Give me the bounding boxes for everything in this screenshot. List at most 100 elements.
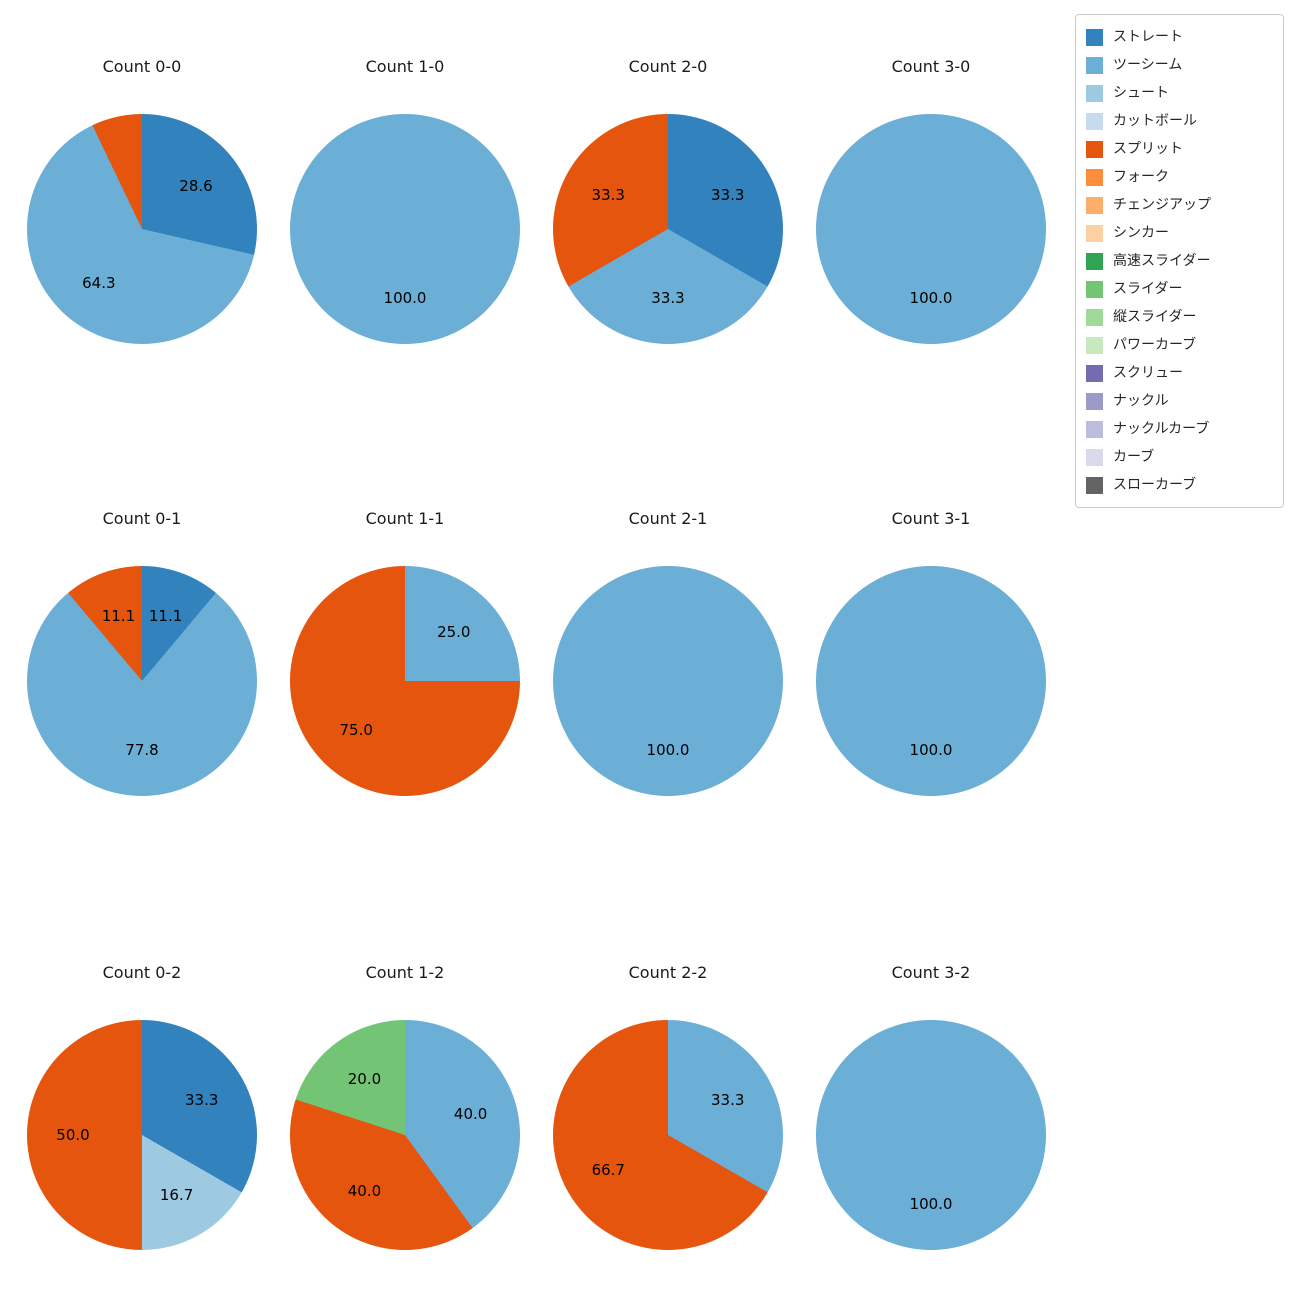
legend-label: スクリュー — [1113, 364, 1183, 381]
legend-label: チェンジアップ — [1113, 196, 1211, 213]
legend-swatch — [1086, 280, 1103, 298]
chart-title: Count 3-0 — [891, 57, 971, 76]
legend-swatch — [1086, 420, 1103, 438]
legend-swatch — [1086, 112, 1103, 130]
legend-label: カーブ — [1113, 448, 1155, 465]
pie-chart-count-1-1: Count 1-1 25.0 75.0 — [290, 509, 520, 796]
pie-chart-count-0-0: Count 0-0 28.6 64.3 — [27, 57, 257, 344]
legend-swatch — [1086, 448, 1103, 466]
legend-label: スローカーブ — [1113, 476, 1197, 493]
pie-percentage-label: 40.0 — [347, 1181, 382, 1200]
pie-percentage-label: 20.0 — [347, 1070, 382, 1089]
legend-label: カットボール — [1113, 112, 1197, 129]
legend-label: シンカー — [1113, 224, 1169, 241]
legend-swatch — [1086, 56, 1103, 74]
legend-label: スライダー — [1113, 280, 1183, 297]
pie: 100.0 — [553, 566, 783, 796]
legend-label: ストレート — [1113, 28, 1183, 45]
legend-item: スローカーブ — [1086, 471, 1273, 499]
pie-chart-count-1-2: Count 1-2 40.0 40.0 20.0 — [290, 963, 520, 1250]
pie: 40.0 40.0 20.0 — [290, 1020, 520, 1250]
legend-swatch — [1086, 84, 1103, 102]
legend-swatch — [1086, 392, 1103, 410]
legend: ストレートツーシームシュートカットボール スプリットフォークチェンジアップ シンカー… — [1075, 14, 1284, 508]
legend-label: ツーシーム — [1113, 56, 1183, 73]
legend-label: スプリット — [1113, 140, 1183, 157]
pie-chart-count-3-1: Count 3-1 100.0 — [816, 509, 1046, 796]
chart-title: Count 0-2 — [102, 963, 182, 982]
legend-item: スライダー — [1086, 275, 1273, 303]
legend-item: シュート — [1086, 79, 1273, 107]
chart-title: Count 2-2 — [628, 963, 708, 982]
legend-item: パワーカーブ — [1086, 331, 1273, 359]
legend-label: ナックルカーブ — [1113, 420, 1210, 437]
pie-percentage-label: 16.7 — [159, 1185, 194, 1204]
pie: 100.0 — [816, 1020, 1046, 1250]
pie-chart-count-3-2: Count 3-2 100.0 — [816, 963, 1046, 1250]
pie: 100.0 — [290, 114, 520, 344]
legend-item: スクリュー — [1086, 359, 1273, 387]
pie-percentage-label: 33.3 — [711, 1091, 745, 1110]
pie: 33.3 33.3 33.3 — [553, 114, 783, 344]
pie-percentage-label: 33.3 — [185, 1091, 219, 1110]
pie-percentage-label: 100.0 — [646, 741, 690, 759]
pie-percentage-label: 33.3 — [591, 185, 625, 204]
legend-item: カットボール — [1086, 107, 1273, 135]
legend-item: ツーシーム — [1086, 51, 1273, 79]
legend-swatch — [1086, 196, 1103, 214]
chart-title: Count 0-0 — [102, 57, 182, 76]
pie-chart-count-2-2: Count 2-2 33.3 66.7 — [553, 963, 783, 1250]
pie: 11.1 77.8 11.1 — [27, 566, 257, 796]
pie-percentage-label: 25.0 — [437, 623, 471, 642]
legend-item: スプリット — [1086, 135, 1273, 163]
pie-percentage-label: 100.0 — [909, 1195, 953, 1213]
pie: 33.3 66.7 — [553, 1020, 783, 1250]
pie-chart-count-3-0: Count 3-0 100.0 — [816, 57, 1046, 344]
legend-swatch — [1086, 224, 1103, 242]
pie-percentage-label: 100.0 — [383, 289, 427, 307]
pie-chart-count-1-0: Count 1-0 100.0 — [290, 57, 520, 344]
pie-percentage-label: 100.0 — [909, 289, 953, 307]
pie-percentage-label: 50.0 — [56, 1126, 90, 1144]
pie-percentage-label: 77.8 — [125, 741, 159, 759]
legend-swatch — [1086, 336, 1103, 354]
pie-chart-count-0-2: Count 0-2 33.3 16.7 50.0 — [27, 963, 257, 1250]
legend-swatch — [1086, 28, 1103, 46]
legend-item: ストレート — [1086, 23, 1273, 51]
pie: 100.0 — [816, 566, 1046, 796]
pie-chart-count-0-1: Count 0-1 11.1 77.8 11.1 — [27, 509, 257, 796]
legend-swatch — [1086, 476, 1103, 494]
legend-item: ナックルカーブ — [1086, 415, 1273, 443]
pie-percentage-label: 100.0 — [909, 741, 953, 759]
legend-label: 高速スライダー — [1113, 252, 1211, 269]
pie-percentage-label: 33.3 — [651, 289, 685, 307]
chart-title: Count 3-2 — [891, 963, 971, 982]
legend-item: カーブ — [1086, 443, 1273, 471]
legend-swatch — [1086, 140, 1103, 158]
pie-percentage-label: 40.0 — [453, 1104, 488, 1123]
legend-label: ナックル — [1113, 392, 1169, 409]
pie-percentage-label: 11.1 — [101, 607, 136, 626]
legend-item: チェンジアップ — [1086, 191, 1273, 219]
legend-label: 縦スライダー — [1113, 308, 1197, 325]
pie-chart-count-2-0: Count 2-0 33.3 33.3 33.3 — [553, 57, 783, 344]
chart-title: Count 2-0 — [628, 57, 708, 76]
legend-swatch — [1086, 364, 1103, 382]
legend-swatch — [1086, 252, 1103, 270]
legend-item: 縦スライダー — [1086, 303, 1273, 331]
legend-items: ストレートツーシームシュートカットボール スプリットフォークチェンジアップ シンカー… — [1086, 23, 1273, 499]
legend-swatch — [1086, 308, 1103, 326]
pie: 25.0 75.0 — [290, 566, 520, 796]
chart-title: Count 3-1 — [891, 509, 971, 528]
chart-title: Count 1-0 — [365, 57, 445, 76]
pie-percentage-label: 11.1 — [148, 607, 183, 626]
legend-label: フォーク — [1113, 168, 1169, 185]
legend-item: ナックル — [1086, 387, 1273, 415]
legend-item: フォーク — [1086, 163, 1273, 191]
chart-title: Count 2-1 — [628, 509, 708, 528]
legend-label: パワーカーブ — [1113, 336, 1197, 353]
legend-item: 高速スライダー — [1086, 247, 1273, 275]
pie-percentage-label: 66.7 — [591, 1160, 625, 1179]
pie: 100.0 — [816, 114, 1046, 344]
